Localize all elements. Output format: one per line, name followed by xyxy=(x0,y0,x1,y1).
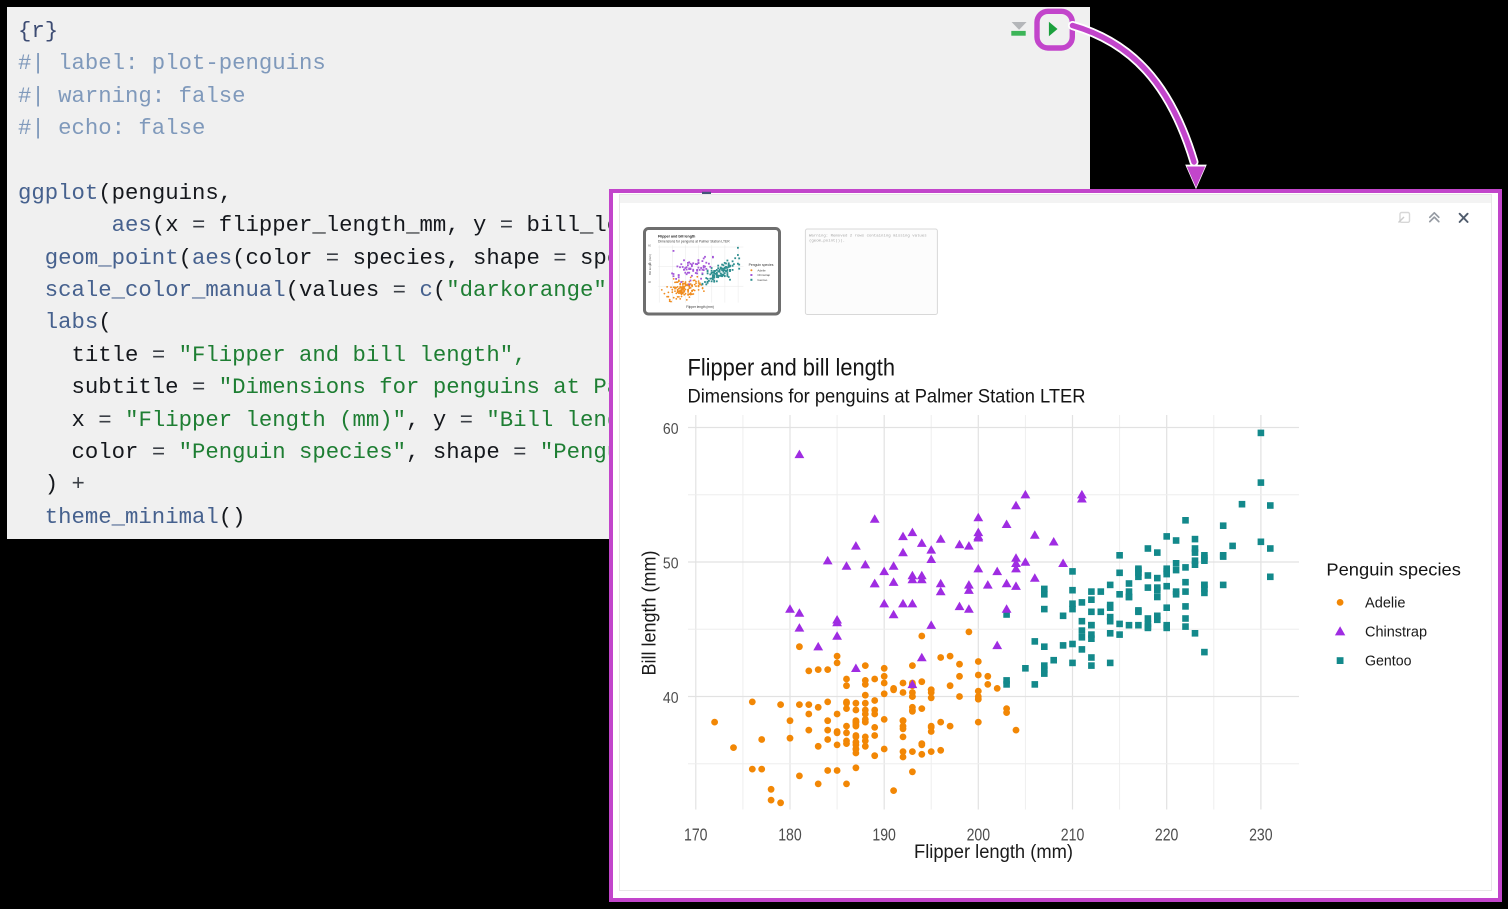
svg-text:Penguin species: Penguin species xyxy=(749,263,774,267)
svg-text:Penguin species: Penguin species xyxy=(1326,560,1461,580)
svg-text:50: 50 xyxy=(648,262,652,266)
svg-text:Flipper and bill length: Flipper and bill length xyxy=(658,235,695,239)
svg-text:40: 40 xyxy=(663,690,679,707)
svg-text:Bill length (mm): Bill length (mm) xyxy=(648,254,652,275)
svg-text:Adelie: Adelie xyxy=(1365,595,1406,611)
svg-text:(geom_point()).: (geom_point()). xyxy=(809,238,845,243)
svg-text:60: 60 xyxy=(663,421,679,438)
svg-text:Chinstrap: Chinstrap xyxy=(1365,625,1427,641)
svg-text:180: 180 xyxy=(778,825,802,845)
svg-text:190: 190 xyxy=(872,825,896,845)
svg-text:230: 230 xyxy=(1249,825,1273,845)
svg-text:Gentoo: Gentoo xyxy=(757,278,767,282)
svg-text:Bill length (mm): Bill length (mm) xyxy=(640,551,661,676)
svg-text:Flipper and bill length: Flipper and bill length xyxy=(688,355,896,382)
svg-text:Dimensions for penguins at Pal: Dimensions for penguins at Palmer Statio… xyxy=(658,239,730,243)
svg-text:50: 50 xyxy=(663,556,679,573)
svg-text:Dimensions for penguins at Pal: Dimensions for penguins at Palmer Statio… xyxy=(688,385,1086,407)
svg-text:200: 200 xyxy=(967,825,991,845)
svg-text:Flipper length (mm): Flipper length (mm) xyxy=(686,305,714,309)
svg-text:Chinstrap: Chinstrap xyxy=(757,273,770,277)
svg-text:Gentoo: Gentoo xyxy=(1365,654,1412,670)
svg-text:Adelie: Adelie xyxy=(757,268,766,272)
svg-text:Flipper length (mm): Flipper length (mm) xyxy=(914,842,1073,863)
svg-text:Warning: Removed 2 rows contai: Warning: Removed 2 rows containing missi… xyxy=(809,233,927,238)
svg-text:40: 40 xyxy=(648,280,652,284)
svg-text:210: 210 xyxy=(1061,825,1085,845)
svg-text:170: 170 xyxy=(684,825,708,845)
svg-text:220: 220 xyxy=(1155,825,1179,845)
svg-text:60: 60 xyxy=(648,244,652,248)
